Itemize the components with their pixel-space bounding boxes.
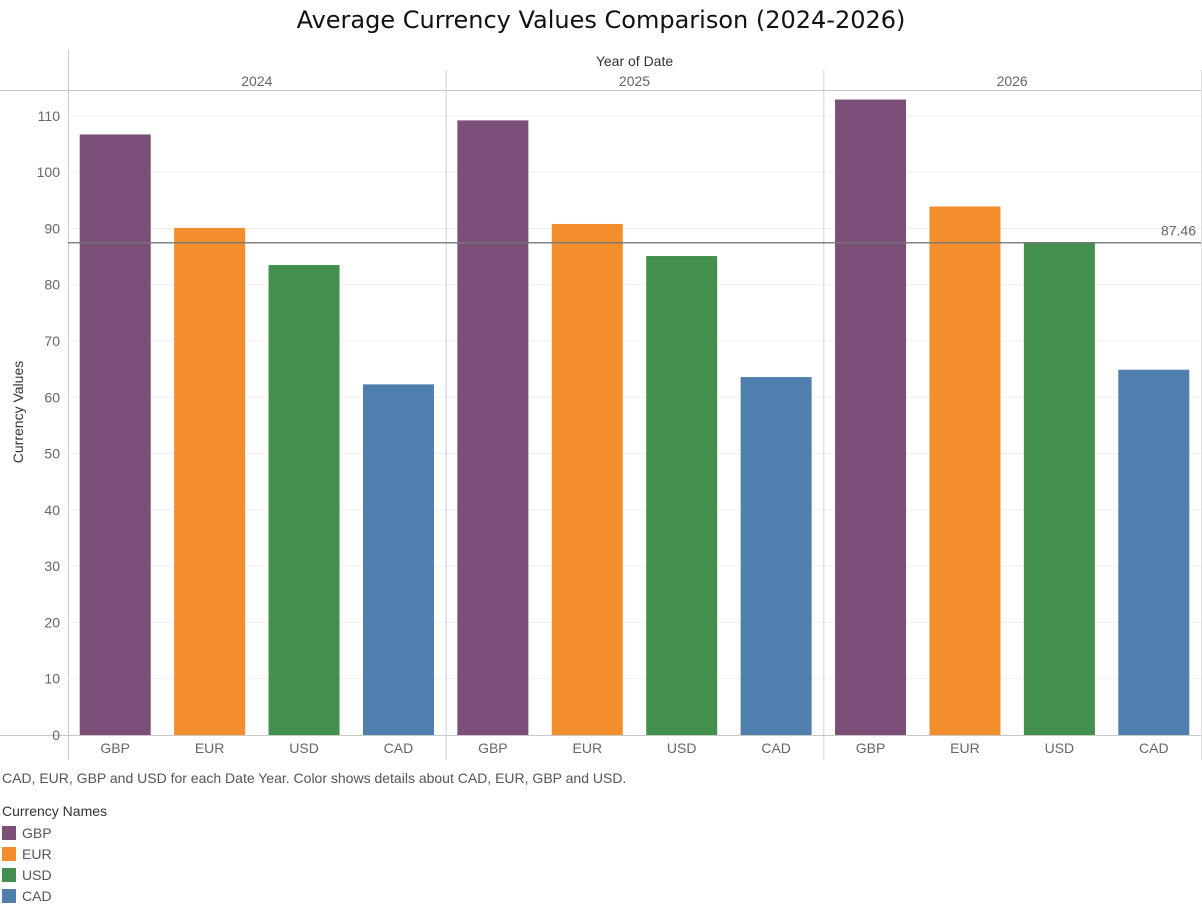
panel-year-label: 2025 [619, 73, 650, 89]
legend-item-cad[interactable]: CAD [2, 885, 107, 906]
legend-label: GBP [22, 824, 52, 841]
legend-item-eur[interactable]: EUR [2, 843, 107, 864]
y-tick-label: 10 [44, 671, 60, 687]
x-tick-label: EUR [573, 740, 603, 756]
bar-2024-cad [362, 384, 434, 735]
legend-title: Currency Names [2, 803, 108, 819]
x-tick-label: USD [667, 740, 697, 756]
bar-2026-gbp [835, 99, 907, 736]
legend-items: GBP EUR USD CAD [2, 822, 107, 906]
bar-2025-cad [740, 377, 812, 735]
x-tick-label: CAD [1139, 740, 1169, 756]
column-header-label: Year of Date [596, 53, 674, 69]
bar-2025-eur [551, 223, 623, 735]
bar-2026-eur [929, 206, 1001, 736]
legend-label: USD [22, 866, 52, 883]
x-tick-label: EUR [950, 740, 980, 756]
y-tick-label: 80 [44, 277, 60, 293]
x-tick-label: USD [289, 740, 319, 756]
bar-2025-gbp [457, 120, 529, 735]
bar-2024-eur [174, 227, 246, 735]
reference-line-label: 87.46 [1161, 223, 1196, 239]
legend-swatch [2, 888, 16, 903]
x-tick-label: GBP [478, 740, 508, 756]
y-tick-label: 40 [44, 502, 60, 518]
y-tick-label: 60 [44, 389, 60, 405]
bar-2025-usd [646, 256, 718, 735]
legend: Currency Names GBP EUR USD CAD [2, 803, 107, 906]
legend-label: EUR [22, 845, 52, 862]
legend-item-usd[interactable]: USD [2, 864, 107, 885]
legend-label: CAD [22, 887, 52, 904]
y-tick-label: 20 [44, 614, 60, 630]
bar-chart: Year of Date 0 10 20 30 40 50 60 70 80 90 100 110 Cur… [0, 50, 1202, 760]
x-tick-label: CAD [761, 740, 791, 756]
chart-title: Average Currency Values Comparison (2024… [296, 6, 906, 34]
x-tick-label: EUR [195, 740, 225, 756]
bar-2024-usd [268, 265, 340, 735]
y-tick-label: 110 [38, 108, 61, 124]
y-tick-label: 100 [37, 164, 61, 180]
x-tick-label: CAD [384, 740, 414, 756]
x-tick-label: USD [1045, 740, 1075, 756]
y-tick-label: 70 [44, 333, 60, 349]
legend-swatch [2, 825, 16, 840]
y-tick-label: 90 [44, 220, 60, 236]
y-tick-label: 30 [44, 558, 60, 574]
y-axis-label: Currency Values [10, 361, 26, 463]
x-tick-label: GBP [100, 740, 130, 756]
y-tick-label: 0 [52, 727, 60, 743]
y-tick-label: 50 [44, 446, 60, 462]
panel-year-label: 2026 [997, 73, 1028, 89]
legend-item-gbp[interactable]: GBP [2, 822, 107, 843]
legend-swatch [2, 846, 16, 861]
bar-2026-cad [1118, 369, 1190, 735]
legend-swatch [2, 867, 16, 882]
x-tick-label: GBP [856, 740, 886, 756]
bar-2024-gbp [79, 134, 151, 736]
chart-caption: CAD, EUR, GBP and USD for each Date Year… [2, 770, 627, 786]
panel-year-label: 2024 [241, 73, 272, 89]
bar-2026-usd [1023, 241, 1095, 735]
